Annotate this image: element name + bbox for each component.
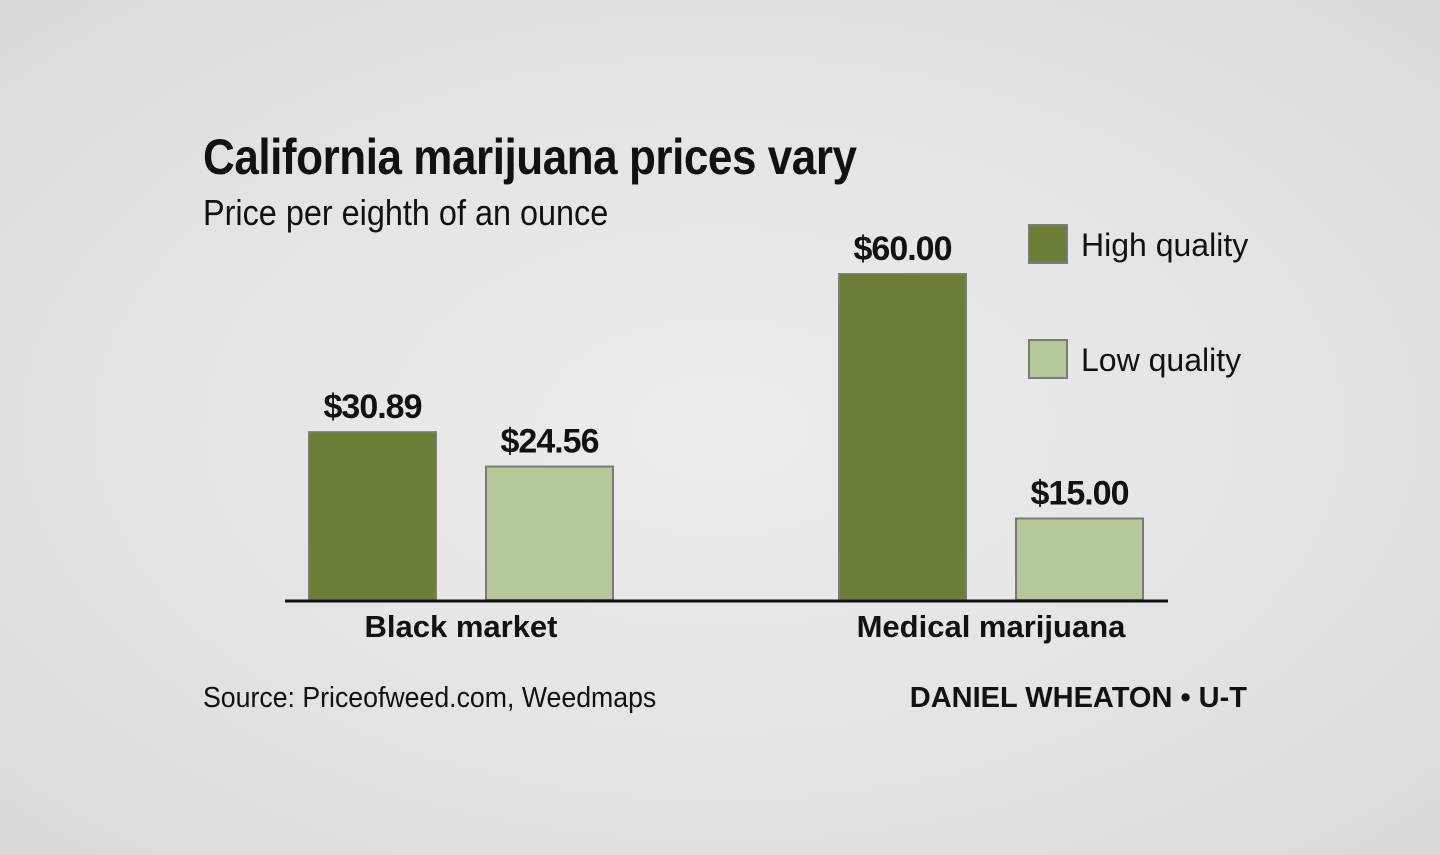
chart-subtitle: Price per eighth of an ounce xyxy=(203,192,609,233)
category-label-black-market: Black market xyxy=(364,609,557,644)
bar-black-market-high-quality xyxy=(308,431,437,601)
legend-label-high-quality: High quality xyxy=(1081,227,1248,263)
bar-chart: $30.89 $24.56 Black market $60.00 $15.00 Medi… xyxy=(285,224,1248,644)
source-note: Source: Priceofweed.com, Weedmaps xyxy=(203,682,657,714)
bar-medical-marijuana-low-quality xyxy=(1015,517,1144,601)
bar-medical-marijuana-high-quality xyxy=(838,273,967,601)
bar-black-market-low-quality xyxy=(485,465,614,602)
legend-swatch-high-quality xyxy=(1028,224,1068,264)
data-label-medical-marijuana-low-quality: $15.00 xyxy=(1031,475,1129,513)
legend-swatch-low-quality xyxy=(1028,339,1068,379)
data-label-black-market-low-quality: $24.56 xyxy=(501,423,599,461)
category-label-medical-marijuana: Medical marijuana xyxy=(857,609,1127,644)
data-label-black-market-high-quality: $30.89 xyxy=(324,388,422,426)
credit-line: DANIEL WHEATON • U-T xyxy=(909,682,1247,714)
chart-title: California marijuana prices vary xyxy=(203,129,857,185)
data-label-medical-marijuana-high-quality: $60.00 xyxy=(854,230,952,268)
legend-label-low-quality: Low quality xyxy=(1081,342,1241,378)
